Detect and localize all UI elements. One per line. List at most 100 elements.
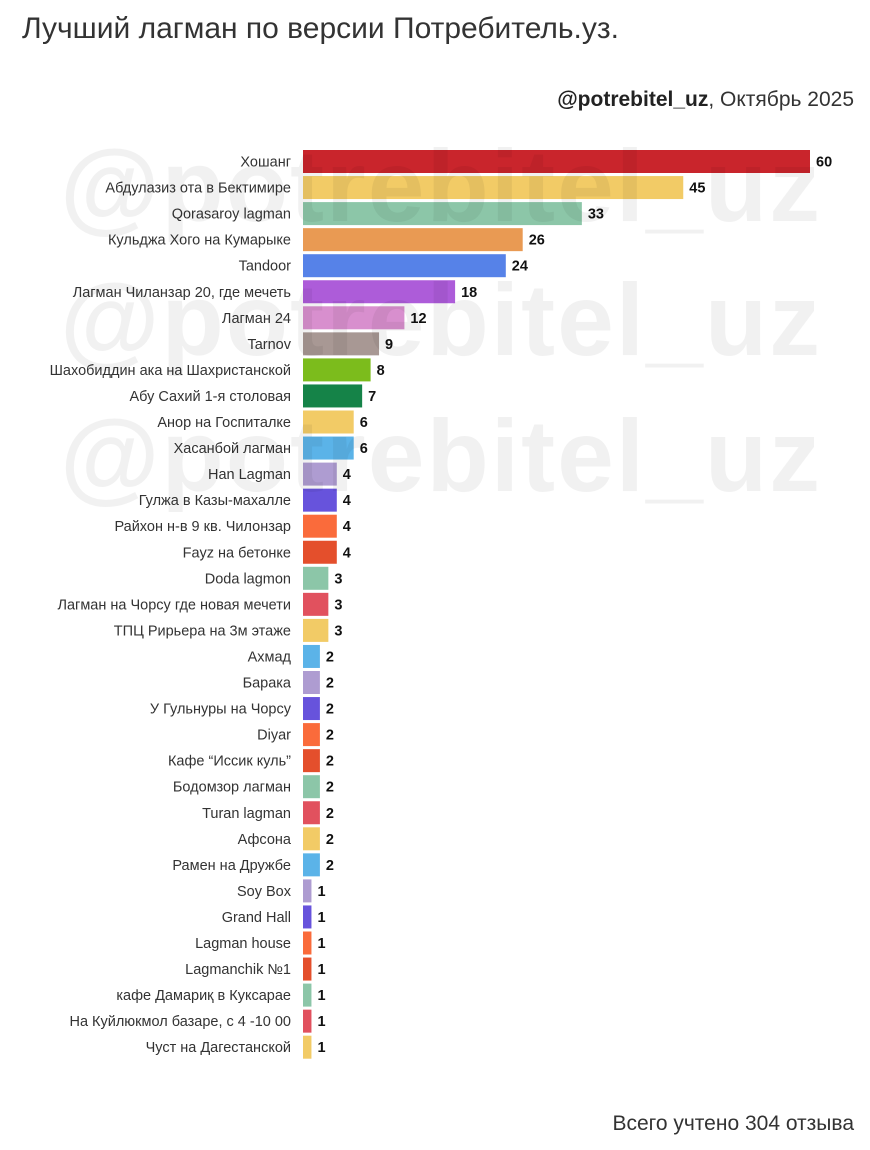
value-label: 1: [317, 884, 325, 900]
value-label: 1: [317, 988, 325, 1004]
category-label: Лагман Чиланзар 20, где мечеть: [73, 285, 291, 301]
total-reviews-note: Всего учтено 304 отзыва: [612, 1112, 854, 1135]
bar: [303, 514, 337, 538]
bar: [303, 671, 320, 694]
bar: [303, 592, 329, 616]
bar: [303, 905, 312, 929]
category-label: Ахмад: [248, 649, 292, 665]
bar: [303, 150, 810, 173]
category-label: Лагман на Чорсу где новая мечети: [57, 597, 291, 613]
value-label: 4: [343, 467, 351, 483]
category-label: Кульджа Хого на Кумарыке: [108, 233, 291, 249]
byline-handle: @potrebitel_uz: [557, 88, 709, 111]
byline: @potrebitel_uz, Октябрь 2025: [557, 88, 854, 112]
value-label: 2: [326, 832, 334, 848]
value-label: 60: [816, 155, 832, 171]
bar: [303, 410, 354, 434]
category-label: Хасанбой лагман: [174, 441, 291, 457]
category-label: Diyar: [257, 728, 291, 744]
value-label: 3: [334, 597, 342, 613]
value-label: 1: [317, 910, 325, 926]
bar: [303, 853, 320, 877]
category-label: Гулжа в Казы-махалле: [139, 493, 291, 509]
value-label: 1: [317, 936, 325, 952]
bar: [303, 176, 684, 200]
bar: [303, 983, 312, 1007]
bar: [303, 436, 354, 460]
byline-separator: ,: [708, 88, 715, 111]
value-label: 9: [385, 337, 393, 353]
value-label: 45: [689, 181, 705, 197]
value-label: 7: [368, 389, 376, 405]
category-label: Хошанг: [240, 155, 291, 171]
category-label: Бодомзор лагман: [173, 780, 291, 796]
category-label: Лагман 24: [222, 311, 291, 327]
bar: [303, 202, 582, 226]
value-label: 4: [343, 519, 351, 535]
category-label: Барака: [243, 676, 292, 692]
category-label: Кафе “Иссик куль”: [168, 754, 291, 770]
value-label: 2: [326, 858, 334, 874]
bar: [303, 228, 523, 252]
category-label: Soy Box: [237, 884, 292, 900]
category-label: ТПЦ Рирьера на 3м этаже: [114, 623, 291, 639]
value-label: 2: [326, 806, 334, 822]
category-label: У Гульнуры на Чорсу: [150, 702, 292, 718]
bar: [303, 254, 506, 278]
bar: [303, 827, 320, 851]
value-label: 2: [326, 702, 334, 718]
value-label: 3: [334, 623, 342, 639]
category-label: Анор на Госпиталке: [157, 415, 291, 431]
bar: [303, 697, 320, 721]
value-label: 24: [512, 259, 528, 275]
category-label: Чуст на Дагестанской: [146, 1040, 291, 1056]
bar: [303, 462, 337, 486]
value-label: 6: [360, 441, 368, 457]
value-label: 3: [334, 571, 342, 587]
value-label: 4: [343, 545, 351, 561]
value-label: 8: [377, 363, 385, 379]
category-label: Шахобиддин ака на Шахристанской: [50, 363, 291, 379]
bar: [303, 723, 320, 747]
bar: [303, 1009, 312, 1033]
category-label: Grand Hall: [222, 910, 291, 926]
bar: [303, 358, 371, 382]
category-label: Абдулазиз ота в Бектимире: [105, 181, 291, 197]
bar: [303, 332, 380, 356]
value-label: 2: [326, 780, 334, 796]
bar: [303, 384, 363, 408]
chart-title: Лучший лагман по версии Потребитель.уз.: [22, 12, 619, 45]
bar: [303, 644, 320, 668]
category-label: Qorasaroy lagman: [172, 207, 291, 223]
value-label: 2: [326, 649, 334, 665]
value-label: 1: [317, 1040, 325, 1056]
category-label: Райхон н-в 9 кв. Чилонзар: [114, 519, 291, 535]
value-label: 6: [360, 415, 368, 431]
value-label: 12: [410, 311, 426, 327]
bar: [303, 957, 312, 981]
bar: [303, 280, 456, 304]
bar: [303, 801, 320, 825]
bar: [303, 749, 320, 773]
category-label: Tandoor: [239, 259, 292, 275]
bar: [303, 1035, 312, 1059]
category-label: Афсона: [238, 832, 292, 848]
value-label: 4: [343, 493, 351, 509]
bar: [303, 306, 405, 330]
bar: [303, 879, 312, 903]
value-label: 18: [461, 285, 477, 301]
value-label: 26: [529, 233, 545, 249]
bar: [303, 540, 337, 564]
category-label: Абу Сахий 1-я столовая: [129, 389, 291, 405]
category-label: Fayz на бетонке: [183, 545, 291, 561]
bar: [303, 931, 312, 955]
category-label: Рамен на Дружбе: [172, 858, 291, 874]
category-label: Han Lagman: [208, 467, 291, 483]
category-label: На Куйлюкмол базаре, с 4 -10 00: [69, 1014, 291, 1030]
byline-date: Октябрь 2025: [720, 88, 854, 111]
value-label: 1: [317, 962, 325, 978]
category-label: Lagmanchik №1: [185, 962, 291, 978]
bar: [303, 566, 329, 590]
value-label: 2: [326, 754, 334, 770]
